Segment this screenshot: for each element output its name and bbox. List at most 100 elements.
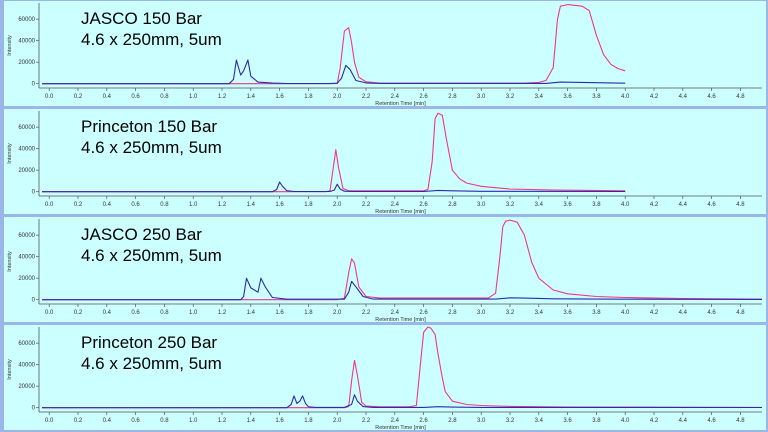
- x-tick-label: 2.6: [419, 202, 428, 208]
- series-line-1: [42, 112, 626, 193]
- x-tick-label: 1.6: [275, 418, 284, 424]
- x-tick-label: 4.8: [736, 202, 745, 208]
- x-tick-label: 0.4: [103, 202, 112, 208]
- chart-panel-1: 0.0 0.2 0.4 0.6 0.8 1.0 1.2 1.4 1.6 1.8 2.0 2.2 2.4 2…: [4, 1, 766, 107]
- x-tick-label: 3.6: [563, 418, 572, 424]
- x-tick-label: 4.2: [650, 94, 659, 100]
- x-tick-label: 0.2: [74, 94, 83, 100]
- x-tick-label: 3.4: [535, 202, 544, 208]
- x-tick-label: 0.6: [131, 418, 140, 424]
- x-tick-label: 3.4: [535, 310, 544, 316]
- y-tick-label: 20000: [18, 384, 35, 390]
- x-tick-label: 4.0: [621, 310, 630, 316]
- x-tick-label: 2.2: [362, 94, 371, 100]
- plot-background: [4, 1, 766, 106]
- x-tick-label: 2.4: [391, 202, 400, 208]
- panel-title-line: JASCO 250 Bar: [81, 225, 202, 244]
- x-tick-label: 0.8: [160, 202, 169, 208]
- x-tick-label: 2.4: [391, 418, 400, 424]
- x-tick-label: 4.6: [707, 310, 716, 316]
- x-tick-label: 1.4: [247, 310, 256, 316]
- x-tick-label: 2.2: [362, 418, 371, 424]
- x-tick-label: 2.4: [391, 94, 400, 100]
- x-tick-label: 2.0: [333, 202, 342, 208]
- y-axis-label: Intensity: [7, 359, 13, 380]
- x-tick-label: 2.8: [448, 202, 457, 208]
- x-tick-label: 3.2: [506, 202, 515, 208]
- x-axis-label: Retention Time [min]: [375, 425, 426, 431]
- x-tick-label: 0.0: [45, 310, 54, 316]
- y-tick-label: 20000: [18, 168, 35, 174]
- panel-title-line: 4.6 x 250mm, 5um: [81, 246, 222, 265]
- y-tick-label: 0: [32, 406, 36, 412]
- x-tick-label: 1.0: [189, 310, 198, 316]
- series-line-2: [42, 59, 626, 85]
- y-tick-label: 0: [32, 298, 36, 304]
- panel-title-line: Princeton 250 Bar: [81, 333, 218, 352]
- plot-background: [4, 325, 766, 430]
- x-tick-label: 4.2: [650, 202, 659, 208]
- x-tick-label: 3.0: [477, 310, 486, 316]
- x-tick-label: 2.8: [448, 418, 457, 424]
- x-tick-label: 0.6: [131, 310, 140, 316]
- y-tick-label: 20000: [18, 60, 35, 66]
- x-tick-label: 0.8: [160, 94, 169, 100]
- x-tick-label: 1.0: [189, 94, 198, 100]
- x-tick-label: 0.6: [131, 202, 140, 208]
- y-axis-label: Intensity: [7, 143, 13, 164]
- x-tick-label: 4.6: [707, 202, 716, 208]
- x-tick-label: 4.0: [621, 418, 630, 424]
- x-tick-label: 2.2: [362, 202, 371, 208]
- x-tick-label: 4.8: [736, 94, 745, 100]
- x-tick-label: 1.6: [275, 310, 284, 316]
- x-tick-label: 4.4: [679, 310, 688, 316]
- x-tick-label: 2.6: [419, 310, 428, 316]
- x-tick-label: 0.4: [103, 310, 112, 316]
- y-tick-label: 40000: [18, 363, 35, 369]
- x-tick-label: 1.6: [275, 94, 284, 100]
- x-tick-label: 3.4: [535, 94, 544, 100]
- x-tick-label: 4.2: [650, 418, 659, 424]
- x-tick-label: 2.0: [333, 94, 342, 100]
- x-tick-label: 3.8: [592, 310, 601, 316]
- x-tick-label: 4.0: [621, 94, 630, 100]
- panel-title: Princeton 150 Bar 4.6 x 250mm, 5um: [81, 116, 222, 158]
- x-tick-label: 4.4: [679, 202, 688, 208]
- x-tick-label: 1.2: [218, 94, 227, 100]
- x-tick-label: 1.4: [247, 418, 256, 424]
- x-tick-label: 1.2: [218, 418, 227, 424]
- panel-title: Princeton 250 Bar 4.6 x 250mm, 5um: [81, 332, 222, 374]
- x-axis-label: Retention Time [min]: [375, 101, 426, 107]
- x-tick-label: 3.0: [477, 418, 486, 424]
- x-tick-label: 4.4: [679, 418, 688, 424]
- x-tick-label: 0.6: [131, 94, 140, 100]
- x-tick-label: 0.2: [74, 310, 83, 316]
- x-tick-label: 0.0: [45, 418, 54, 424]
- x-tick-label: 1.2: [218, 310, 227, 316]
- x-tick-label: 2.0: [333, 310, 342, 316]
- x-tick-label: 2.2: [362, 310, 371, 316]
- x-tick-label: 3.2: [506, 94, 515, 100]
- x-tick-label: 4.8: [736, 418, 745, 424]
- y-axis-label: Intensity: [7, 35, 13, 56]
- series-line-2: [42, 181, 626, 193]
- chart-panel-4: 0.0 0.2 0.4 0.6 0.8 1.0 1.2 1.4 1.6 1.8 2.0 2.2 2.4 2…: [4, 325, 766, 431]
- x-tick-label: 1.4: [247, 94, 256, 100]
- x-tick-label: 2.8: [448, 310, 457, 316]
- y-tick-label: 60000: [18, 125, 35, 131]
- chart-panel-2: 0.0 0.2 0.4 0.6 0.8 1.0 1.2 1.4 1.6 1.8 2.0 2.2 2.4 2…: [4, 109, 766, 215]
- y-tick-label: 0: [32, 82, 36, 88]
- x-tick-label: 3.6: [563, 94, 572, 100]
- x-tick-label: 1.4: [247, 202, 256, 208]
- series-line-1: [42, 4, 626, 85]
- x-tick-label: 4.6: [707, 418, 716, 424]
- plot-background: [4, 109, 766, 214]
- x-tick-label: 0.8: [160, 310, 169, 316]
- x-tick-label: 2.8: [448, 94, 457, 100]
- panel-title-line: 4.6 x 250mm, 5um: [81, 354, 222, 373]
- x-tick-label: 2.0: [333, 418, 342, 424]
- x-tick-label: 2.4: [391, 310, 400, 316]
- x-tick-label: 0.2: [74, 418, 83, 424]
- series-line-2: [42, 394, 763, 409]
- y-tick-label: 60000: [18, 17, 35, 23]
